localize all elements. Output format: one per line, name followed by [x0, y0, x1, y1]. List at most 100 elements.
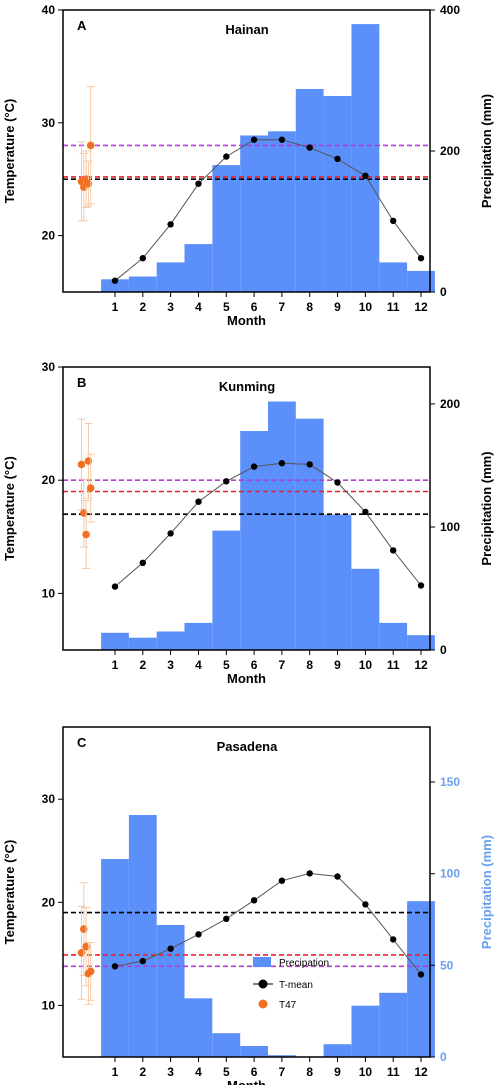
t-mean-point-2 — [139, 957, 146, 965]
t-mean-line — [114, 139, 422, 282]
y-right-tick-label: 100 — [440, 867, 460, 881]
precip-bar-12 — [407, 635, 435, 650]
y-right-tick-label: 0 — [440, 285, 447, 299]
t-mean-point-1 — [111, 277, 119, 284]
y-right-tick-label: 150 — [440, 775, 460, 789]
y-left-axis-title: Temperature (°C) — [2, 456, 17, 561]
panel-letter: C — [77, 735, 87, 750]
x-tick-label: 2 — [139, 1065, 146, 1079]
precip-bar-5 — [212, 1033, 241, 1057]
precip-bar-3 — [156, 631, 185, 650]
precip-bar-11 — [379, 992, 408, 1057]
t-mean-point-9 — [334, 479, 341, 486]
t-mean-point-8 — [306, 461, 313, 468]
x-tick-label: 5 — [223, 658, 230, 672]
precip-bar-1 — [101, 632, 129, 650]
x-tick-label: 8 — [306, 658, 313, 672]
x-tick-label: 11 — [387, 300, 400, 314]
legend-marker-t-mean — [258, 979, 268, 989]
y-left-tick-label: 40 — [42, 3, 56, 17]
t-mean-point-10 — [362, 508, 369, 516]
y-right-tick-label: 400 — [440, 3, 460, 17]
t-mean-line — [114, 462, 422, 587]
x-tick-label: 8 — [306, 1065, 313, 1079]
x-axis-title: Month — [227, 313, 266, 328]
t-mean-point-4 — [195, 931, 202, 938]
precip-bar-3 — [156, 925, 185, 1057]
t47-point-5 — [86, 967, 95, 976]
t-mean-point-4 — [195, 180, 202, 187]
t47-point-5 — [86, 141, 95, 150]
x-tick-label: 10 — [359, 658, 373, 672]
y-left-tick-label: 20 — [42, 895, 56, 909]
y-left-tick-label: 10 — [42, 586, 56, 600]
x-tick-label: 3 — [167, 300, 174, 314]
x-tick-label: 4 — [195, 300, 202, 314]
y-right-axis-title: Precipitation (mm) — [479, 94, 494, 208]
x-tick-label: 12 — [414, 300, 428, 314]
panel-letter: B — [77, 375, 86, 390]
precip-bar-8 — [295, 89, 324, 292]
x-tick-label: 1 — [112, 658, 119, 672]
y-left-tick-label: 30 — [42, 360, 56, 374]
t-mean-point-1 — [111, 963, 119, 970]
precip-bar-9 — [323, 1044, 352, 1057]
precip-bar-7 — [268, 1055, 296, 1057]
t-mean-point-12 — [417, 582, 425, 589]
t-mean-point-11 — [390, 936, 397, 943]
x-tick-label: 11 — [387, 658, 400, 672]
t-mean-point-9 — [334, 155, 341, 163]
x-tick-label: 6 — [251, 658, 258, 672]
y-right-tick-label: 0 — [440, 643, 447, 657]
y-right-tick-label: 200 — [440, 144, 460, 158]
panel-title: Pasadena — [217, 739, 278, 754]
x-tick-label: 12 — [414, 658, 428, 672]
t-mean-point-11 — [390, 217, 397, 225]
y-left-tick-label: 30 — [42, 792, 56, 806]
t-mean-point-6 — [250, 136, 258, 143]
panel-letter: A — [77, 18, 87, 33]
legend-label-t-mean: T-mean — [279, 980, 313, 991]
precip-bar-6 — [240, 135, 268, 292]
t-mean-point-3 — [167, 945, 174, 952]
x-tick-label: 2 — [139, 300, 146, 314]
precip-bar-11 — [379, 262, 408, 292]
panel-title: Hainan — [225, 22, 268, 37]
t-mean-point-2 — [139, 255, 146, 262]
t-mean-point-5 — [223, 915, 230, 922]
x-tick-label: 9 — [334, 658, 341, 672]
y-right-axis-title: Precipitation (mm) — [479, 835, 494, 949]
x-tick-label: 2 — [139, 658, 146, 672]
t47-point-5 — [86, 484, 95, 492]
t-mean-point-6 — [250, 463, 258, 470]
x-tick-label: 7 — [279, 1065, 286, 1079]
x-tick-label: 9 — [334, 1065, 341, 1079]
precip-bar-9 — [323, 96, 352, 292]
x-tick-label: 11 — [387, 1065, 400, 1079]
precip-bar-10 — [351, 1005, 380, 1057]
t47-point-3 — [82, 530, 90, 539]
x-tick-label: 1 — [112, 1065, 119, 1079]
y-left-axis-title: Temperature (°C) — [2, 840, 17, 945]
x-tick-label: 8 — [306, 300, 313, 314]
t-mean-point-11 — [390, 547, 397, 554]
precip-bar-9 — [323, 514, 352, 650]
t-mean-point-7 — [278, 877, 286, 884]
t-mean-point-8 — [306, 144, 313, 151]
t-mean-point-5 — [223, 153, 230, 160]
y-left-tick-label: 10 — [42, 998, 56, 1012]
t-mean-point-7 — [278, 136, 286, 143]
t-mean-point-10 — [362, 901, 369, 908]
t-mean-point-6 — [250, 897, 258, 904]
x-tick-label: 5 — [223, 300, 230, 314]
precip-bar-8 — [295, 418, 324, 650]
panel-title: Kunming — [219, 379, 275, 394]
x-tick-label: 5 — [223, 1065, 230, 1079]
t-mean-point-1 — [111, 583, 119, 590]
precip-bar-5 — [212, 165, 241, 292]
y-left-axis-title: Temperature (°C) — [2, 99, 17, 204]
precip-bar-2 — [128, 815, 157, 1057]
